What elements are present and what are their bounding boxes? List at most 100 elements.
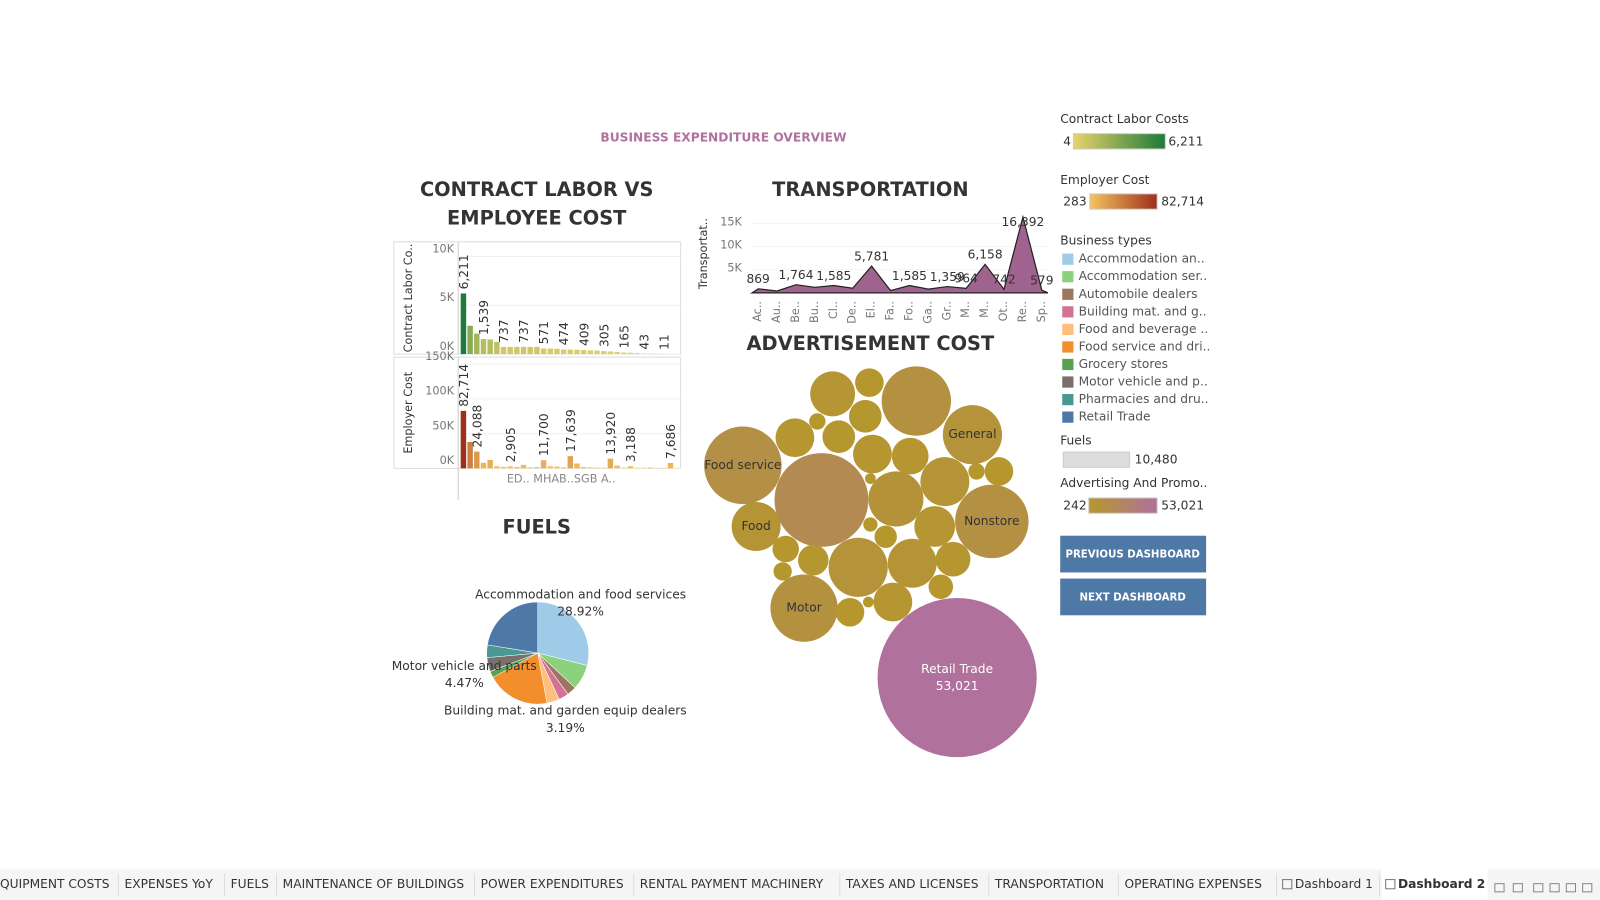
x-tick-label: Ot..	[997, 301, 1010, 321]
toolbar-icon[interactable]	[1582, 883, 1593, 893]
legend-title: Employer Cost	[1060, 173, 1149, 187]
tab[interactable]: TAXES AND LICENSES	[845, 877, 979, 891]
value-label: 579	[1030, 273, 1053, 287]
bubble	[928, 574, 954, 599]
x-tick-label: Gr..	[940, 301, 953, 320]
value-label: 964	[955, 272, 979, 286]
legend-ramp	[1088, 497, 1158, 514]
tab[interactable]: RENTAL PAYMENT MACHINERY	[640, 877, 824, 891]
bar	[474, 333, 480, 355]
bar	[514, 346, 520, 355]
legend-label: Automobile dealers	[1079, 287, 1198, 301]
legend-ramp	[1072, 133, 1166, 150]
x-tick-label: Re..	[1016, 301, 1029, 322]
bar	[567, 349, 574, 355]
value-label: 13,920	[604, 412, 618, 455]
bubble-label: Motor	[786, 601, 822, 615]
legend-min: 283	[1063, 195, 1086, 209]
bubble	[822, 420, 856, 454]
x-tick-label: Fa..	[884, 301, 897, 320]
toolbar-icon[interactable]	[1549, 883, 1560, 893]
bubble	[942, 405, 1003, 465]
bar	[480, 462, 487, 469]
tab[interactable]: Dashboard 1	[1295, 877, 1373, 891]
x-tick-label: Ac..	[751, 301, 764, 322]
bar	[580, 466, 587, 469]
legend-swatch	[1062, 288, 1074, 300]
y-tick-label: 5K	[727, 262, 742, 275]
bar	[487, 460, 493, 469]
toolbar-icon[interactable]	[1494, 883, 1505, 893]
bubble	[810, 371, 856, 417]
legend-swatch	[1062, 376, 1074, 388]
slice-value: 28.92%	[557, 605, 604, 619]
chart-title: ADVERTISEMENT COST	[746, 332, 995, 356]
bar	[567, 456, 574, 469]
y-tick-label: 50K	[432, 419, 454, 432]
bubble	[935, 541, 971, 577]
value-label: 737	[517, 319, 531, 342]
bar	[487, 339, 493, 355]
x-tick-label: Bu..	[808, 301, 821, 323]
y-tick-label: 5K	[440, 291, 455, 304]
x-axis-label: ED.. MHAB..SGB A..	[507, 473, 616, 486]
toolbar-icon[interactable]	[1565, 883, 1577, 893]
tab[interactable]: POWER EXPENDITURES	[481, 877, 624, 891]
toolbar-icon[interactable]	[1512, 883, 1523, 893]
bar	[547, 348, 553, 355]
bar	[621, 352, 627, 355]
legend-min: 242	[1063, 499, 1086, 513]
tab[interactable]: Dashboard 2	[1398, 877, 1485, 891]
nav-button-label[interactable]: PREVIOUS DASHBOARD	[1065, 550, 1199, 561]
value-label: 24,088	[470, 405, 484, 448]
bubble-label: General	[948, 427, 996, 441]
toolbar-icon[interactable]	[1533, 883, 1544, 893]
bar	[614, 465, 620, 469]
tab[interactable]: FUELS	[231, 877, 270, 891]
bar	[494, 466, 500, 469]
value-label: 3,188	[624, 427, 638, 462]
y-tick-label: 150K	[425, 350, 454, 363]
legend-swatch	[1062, 253, 1074, 265]
legend-label: Grocery stores	[1079, 357, 1168, 371]
pie-slice	[537, 601, 590, 666]
bubble	[863, 517, 878, 532]
nav-button[interactable]	[1060, 535, 1207, 573]
bar	[594, 350, 600, 355]
bubble	[877, 597, 1037, 758]
bar	[527, 346, 533, 355]
bubble	[772, 535, 799, 563]
bar	[500, 346, 507, 355]
legend-swatch	[1062, 358, 1074, 371]
tab[interactable]: QUIPMENT COSTS	[0, 877, 110, 891]
legend-label: Building mat. and g..	[1079, 304, 1207, 318]
bubble	[855, 368, 884, 397]
bubble	[881, 366, 952, 436]
y-tick-label: 10K	[720, 239, 742, 252]
legend-max: 82,714	[1161, 195, 1204, 209]
nav-button-label[interactable]: NEXT DASHBOARD	[1079, 592, 1185, 603]
bar	[547, 466, 553, 469]
tab[interactable]: OPERATING EXPENSES	[1124, 877, 1262, 891]
legend-max: 53,021	[1161, 499, 1204, 513]
value-label: 1,764	[778, 268, 813, 282]
value-label: 5,781	[854, 249, 889, 263]
tab[interactable]: EXPENSES YoY	[124, 877, 213, 891]
tab[interactable]: MAINTENANCE OF BUILDINGS	[283, 877, 465, 891]
legend-title: Advertising And Promo..	[1060, 476, 1207, 490]
legend-swatch	[1062, 341, 1074, 353]
tab-bar	[0, 869, 1600, 900]
value-label: 1,359	[930, 270, 965, 284]
tab[interactable]: TRANSPORTATION	[994, 877, 1104, 891]
legend-swatch	[1062, 411, 1074, 423]
value-label: 742	[992, 273, 1015, 287]
bubble	[891, 437, 929, 475]
tab-icon	[1282, 879, 1293, 890]
nav-button[interactable]	[1060, 578, 1207, 616]
legend-title: Business types	[1060, 233, 1152, 247]
y-tick-label: 0K	[440, 454, 455, 467]
bubble	[984, 457, 1014, 486]
value-label: 11,700	[537, 413, 551, 456]
value-label: 16,392	[1002, 215, 1045, 229]
bar	[594, 467, 600, 469]
